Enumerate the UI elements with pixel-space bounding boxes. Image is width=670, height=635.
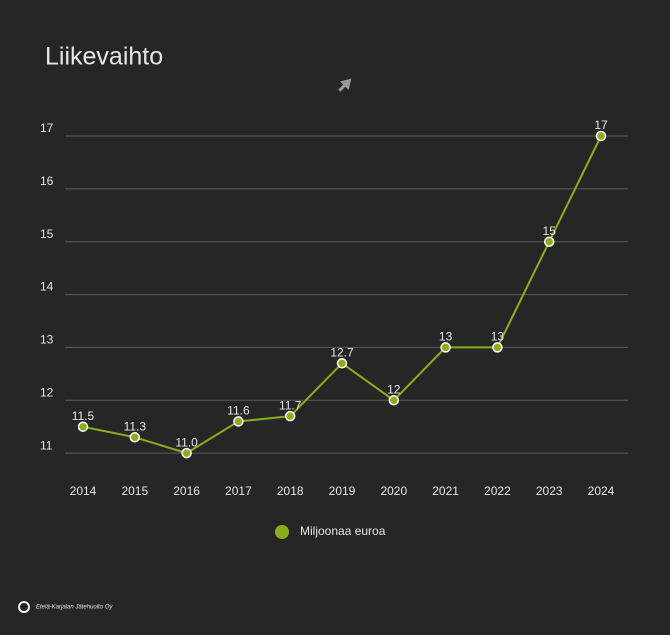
data-point bbox=[284, 410, 296, 422]
data-label: 12.7 bbox=[330, 345, 354, 359]
y-tick-label: 12 bbox=[40, 385, 54, 399]
logo: Etelä-Karjalan Jätehuolto Oy bbox=[18, 601, 113, 613]
cursor-icon bbox=[338, 78, 352, 92]
logo-icon bbox=[18, 601, 30, 613]
data-point bbox=[543, 236, 555, 247]
arrow bbox=[338, 78, 352, 92]
x-tick-label: 2017 bbox=[225, 484, 252, 498]
data-label: 13 bbox=[491, 330, 505, 344]
data-label: 11.6 bbox=[227, 404, 250, 418]
x-tick-label: 2020 bbox=[380, 484, 407, 498]
data-point bbox=[595, 130, 607, 142]
x-tick-label: 2016 bbox=[173, 484, 200, 498]
data-point bbox=[440, 342, 451, 353]
data-point bbox=[77, 421, 89, 432]
y-tick-label: 17 bbox=[40, 121, 54, 135]
y-tick-label: 13 bbox=[40, 333, 54, 347]
data-point bbox=[181, 447, 192, 459]
data-point bbox=[336, 358, 348, 369]
x-tick-label: 2019 bbox=[329, 484, 356, 498]
data-label: 11.7 bbox=[279, 398, 302, 412]
data-label: 11.3 bbox=[124, 419, 147, 433]
legend-marker bbox=[275, 525, 289, 539]
data-label: 17 bbox=[594, 118, 608, 132]
data-label: 11.5 bbox=[72, 409, 95, 423]
data-point bbox=[388, 395, 400, 406]
x-tick-label: 2022 bbox=[484, 484, 511, 498]
data-label: 12 bbox=[387, 382, 401, 396]
logo-text: Etelä-Karjalan Jätehuolto Oy bbox=[36, 605, 113, 611]
data-label: 15 bbox=[543, 224, 557, 238]
x-tick-label: 2021 bbox=[432, 484, 459, 498]
x-tick-label: 2015 bbox=[121, 484, 148, 498]
chart-title: Liikevaihto bbox=[45, 43, 163, 71]
x-tick-label: 2014 bbox=[70, 484, 97, 498]
y-tick-label: 11 bbox=[40, 438, 53, 452]
y-tick-label: 16 bbox=[40, 174, 54, 188]
data-label: 13 bbox=[439, 330, 453, 344]
x-tick-label: 2023 bbox=[536, 484, 563, 498]
data-point bbox=[129, 432, 141, 443]
legend-label: Miljoonaa euroa bbox=[300, 524, 386, 538]
x-tick-label: 2024 bbox=[588, 484, 615, 498]
data-label: 11.0 bbox=[175, 435, 198, 449]
x-tick-label: 2018 bbox=[277, 484, 304, 498]
y-tick-label: 15 bbox=[40, 227, 54, 241]
y-tick-label: 14 bbox=[40, 280, 54, 294]
data-point bbox=[233, 416, 244, 427]
data-point bbox=[492, 342, 503, 353]
